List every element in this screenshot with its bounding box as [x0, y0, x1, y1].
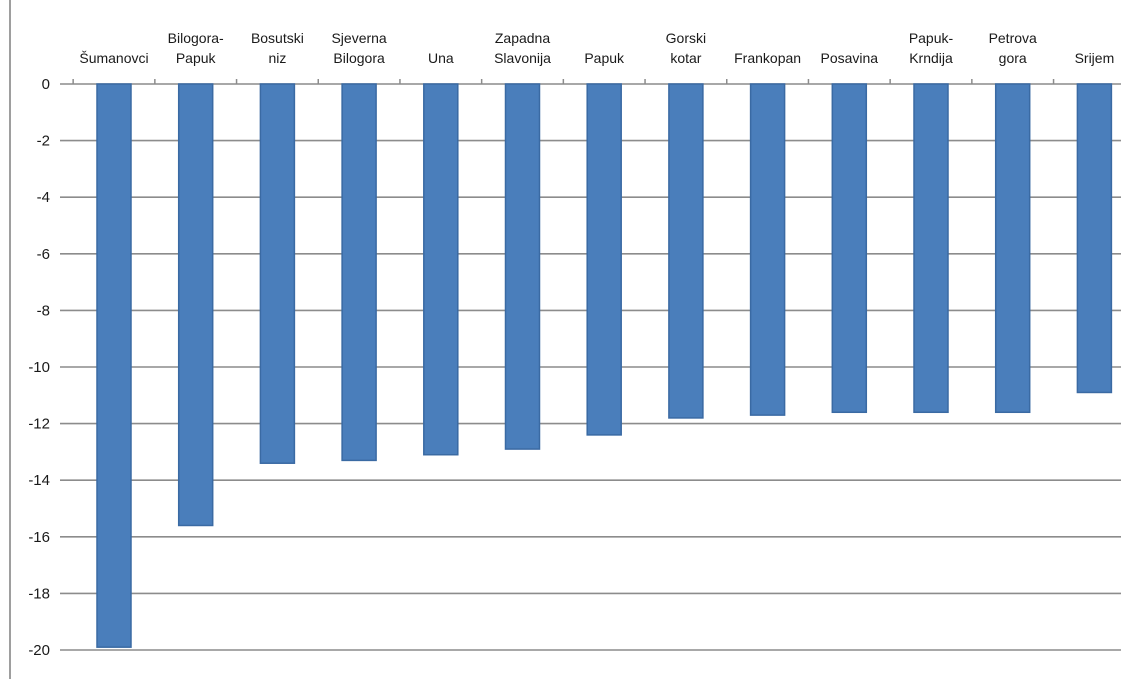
category-label: Bilogora-Papuk — [168, 30, 224, 66]
category-label: Srijem — [1075, 50, 1115, 66]
y-tick-label: -20 — [28, 642, 50, 659]
bar — [177, 83, 214, 527]
category-label: Šumanovci — [79, 50, 148, 66]
y-tick-label: 0 — [42, 76, 50, 93]
category-label: Papuk-Krndija — [909, 30, 954, 66]
category-label: Gorski kotar — [666, 30, 706, 66]
y-tick-label: -18 — [28, 585, 50, 602]
bar — [994, 83, 1031, 414]
category-label: Zapadna Slavonija — [494, 30, 551, 66]
y-tick-labels: 0 -2 -4 -6 -8 -10 -12 -14 -16 -18 -20 — [28, 76, 50, 659]
category-labels: Šumanovci Bilogora-Papuk Bosutski niz Sjever… — [79, 30, 1114, 66]
bars — [96, 83, 1113, 648]
y-tick-label: -14 — [28, 472, 50, 489]
bar — [259, 83, 296, 464]
bar — [96, 83, 132, 648]
bar — [749, 83, 786, 416]
y-tick-label: -12 — [28, 416, 50, 433]
bar — [831, 83, 868, 414]
y-tick-label: -2 — [37, 133, 50, 150]
category-label: Papuk — [584, 50, 625, 66]
bar — [423, 83, 459, 456]
bar — [913, 83, 949, 414]
bar — [668, 83, 704, 419]
y-tick-label: -4 — [37, 189, 50, 206]
y-tick-label: -6 — [37, 246, 50, 263]
category-label: Posavina — [821, 50, 879, 66]
y-tick-label: -10 — [28, 359, 50, 376]
category-label: Una — [428, 50, 454, 66]
bar — [341, 83, 377, 462]
y-tick-label: -16 — [28, 529, 50, 546]
bar — [1076, 83, 1113, 394]
category-label: Bosutski niz — [251, 30, 304, 66]
category-label: Sjeverna Bilogora — [331, 30, 386, 66]
axes — [9, 0, 1055, 679]
category-label: Frankopan — [734, 50, 801, 66]
y-tick-label: -8 — [37, 302, 50, 319]
category-label: Petrova gora — [989, 30, 1037, 66]
bar — [586, 83, 622, 436]
bar — [504, 83, 541, 450]
